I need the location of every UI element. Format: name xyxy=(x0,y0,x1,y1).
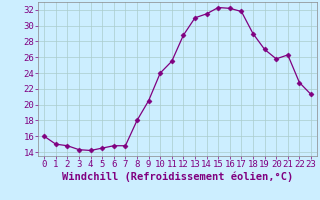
X-axis label: Windchill (Refroidissement éolien,°C): Windchill (Refroidissement éolien,°C) xyxy=(62,172,293,182)
